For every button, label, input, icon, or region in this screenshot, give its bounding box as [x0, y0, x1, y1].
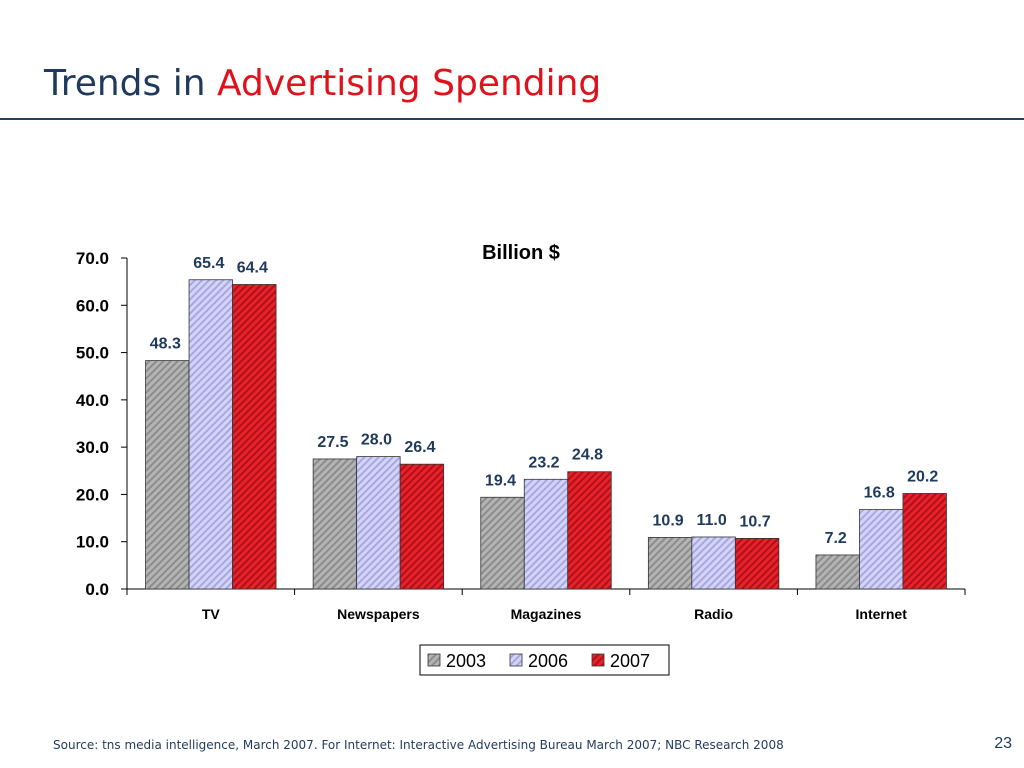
- bar-2006-internet: [859, 509, 904, 590]
- bar-value-label: 48.3: [150, 336, 181, 353]
- bar-2007-tv: [232, 284, 277, 590]
- chart-title: Billion $: [482, 242, 560, 264]
- bar-2007-radio: [734, 538, 780, 590]
- y-tick-label: 30.0: [76, 438, 109, 457]
- bar-2003-newspapers: [312, 458, 358, 590]
- bar-2003-tv: [145, 360, 190, 590]
- title-divider: [0, 118, 1024, 120]
- x-tick-label: TV: [202, 606, 221, 622]
- x-tick-label: Radio: [694, 606, 733, 622]
- bar-2006-tv: [188, 279, 233, 590]
- bar-value-label: 26.4: [404, 439, 435, 456]
- bar-value-label: 65.4: [193, 255, 224, 272]
- x-tick-label: Magazines: [511, 606, 582, 622]
- y-tick-label: 10.0: [76, 533, 109, 552]
- bar-2003-internet: [815, 554, 860, 590]
- bar-value-label: 16.8: [864, 485, 895, 502]
- y-tick-label: 60.0: [76, 296, 109, 315]
- legend-swatch-2007: [591, 653, 605, 667]
- bar-2006-magazines: [523, 478, 569, 590]
- bar-value-label: 24.8: [572, 447, 603, 464]
- bar-value-label: 10.7: [740, 513, 771, 530]
- bar-value-label: 19.4: [485, 472, 516, 489]
- bar-value-label: 7.2: [825, 530, 847, 547]
- x-tick-label: Newspapers: [337, 606, 420, 622]
- bar-2003-magazines: [480, 496, 525, 590]
- y-tick-label: 70.0: [76, 249, 109, 268]
- source-note: Source: tns media intelligence, March 20…: [53, 738, 784, 752]
- y-tick-label: 50.0: [76, 344, 109, 363]
- bar-value-label: 10.9: [653, 512, 684, 529]
- slide-title-accent: Advertising Spending: [217, 63, 602, 104]
- bar-chart: Billion $ 0.0 10.0 20.0 30.0 40.0 50.0 60.0 70.…: [76, 242, 966, 676]
- bar-value-label: 11.0: [696, 512, 726, 529]
- bar-2007-newspapers: [399, 463, 445, 590]
- slide-title: Trends in Advertising Spending: [44, 62, 601, 106]
- bar-2007-magazines: [567, 471, 612, 590]
- legend-label-2007: 2007: [610, 651, 650, 671]
- y-tick-label: 0.0: [85, 580, 109, 599]
- legend-label-2006: 2006: [528, 651, 568, 671]
- legend-label-2003: 2003: [446, 651, 486, 671]
- legend-box: [419, 644, 670, 676]
- bar-value-label: 20.2: [907, 468, 938, 485]
- legend-swatch-2006: [509, 653, 523, 667]
- legend-swatch-2003: [427, 653, 441, 667]
- x-tick-label: Internet: [856, 606, 908, 622]
- bar-value-label: 64.4: [237, 259, 268, 276]
- y-tick-label: 20.0: [76, 485, 109, 504]
- slide-title-prefix: Trends in: [44, 63, 206, 104]
- bar-2006-radio: [691, 536, 736, 590]
- bar-value-label: 27.5: [317, 434, 348, 451]
- bar-2003-radio: [647, 537, 693, 590]
- bar-value-label: 23.2: [528, 454, 559, 471]
- bar-2007-internet: [902, 493, 947, 590]
- bar-2006-newspapers: [356, 456, 401, 590]
- y-tick-label: 40.0: [76, 391, 109, 410]
- page-number: 23: [994, 735, 1012, 752]
- bar-value-label: 28.0: [361, 432, 392, 449]
